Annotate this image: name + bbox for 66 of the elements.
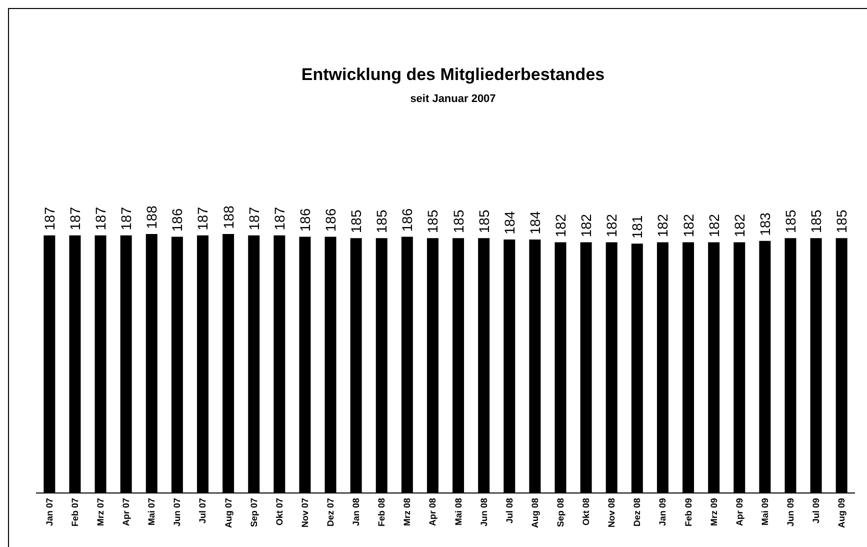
data-label: 186 [296,208,313,232]
x-tick-label: Apr 07 [121,498,132,526]
x-tick-label: Jul 07 [198,498,208,524]
data-label: 185 [808,210,824,234]
x-tick-label: Jun 09 [785,498,796,527]
x-tick-label: Sep 07 [248,498,259,528]
x-tick-label: Jul 09 [811,498,822,524]
data-label: 187 [66,206,83,230]
x-tick-label: Aug 07 [223,498,234,528]
data-label: 183 [756,212,773,236]
data-label: 185 [476,210,492,234]
x-tick-label: Mai 09 [760,498,770,526]
x-tick-label: Mrz 08 [402,498,412,526]
data-label: 184 [526,210,543,235]
x-tick-label: Nov 08 [606,498,617,528]
x-tick-label: Jun 08 [478,498,489,527]
x-tick-label: Aug 09 [836,498,847,528]
x-tick-label: Mai 08 [453,498,464,526]
data-label: 185 [348,210,364,234]
x-tick-label: Jan 07 [44,498,54,526]
data-label: 185 [424,210,441,234]
x-tick-label: Jul 08 [504,498,514,524]
x-tick-label: Jun 07 [172,498,182,527]
data-label: 182 [654,214,671,238]
x-tick-label: Dez 08 [632,498,642,527]
data-label: 186 [399,208,416,232]
data-label: 187 [41,206,58,230]
x-tick-label: Jan 09 [658,498,668,526]
data-label: 188 [220,205,236,229]
data-label: 185 [782,210,798,234]
data-label: 185 [450,210,466,234]
x-tick-label: Sep 08 [555,498,566,528]
x-tick-label: Mrz 09 [708,498,719,526]
data-label: 186 [322,208,339,232]
data-label: 188 [144,205,160,229]
x-tick-label: Nov 07 [300,498,310,528]
data-label: 182 [578,214,594,238]
data-label: 182 [680,214,696,238]
x-tick-label: Apr 08 [428,498,438,526]
data-label: 182 [552,214,568,238]
data-label: 181 [629,215,646,239]
data-label: 187 [246,206,262,230]
chart-subtitle: seit Januar 2007 [410,93,496,105]
x-tick-label: Apr 09 [734,498,744,526]
x-tick-label: Feb 07 [70,498,80,527]
x-tick-label: Feb 09 [683,498,694,527]
data-label: 185 [834,210,850,234]
data-label: 182 [604,214,620,238]
data-label: 185 [374,210,390,234]
data-label: 182 [731,214,748,238]
data-label: 187 [118,206,134,230]
x-tick-label: Aug 08 [530,498,540,528]
x-tick-label: Mrz 07 [96,498,106,526]
data-label: 182 [706,214,722,238]
x-tick-label: Jan 08 [351,498,362,526]
chart-title: Entwicklung des Mitgliederbestandes [301,65,605,84]
x-tick-label: Feb 08 [376,498,387,527]
x-tick-label: Okt 07 [274,498,284,526]
data-label: 187 [92,206,109,230]
x-tick-label: Okt 08 [581,498,592,526]
x-tick-label: Mai 07 [146,498,157,526]
data-label: 187 [194,206,211,230]
data-label: 186 [169,208,186,232]
data-label: 187 [271,206,288,230]
data-label: 184 [501,210,518,235]
x-tick-label: Dez 07 [326,498,336,527]
